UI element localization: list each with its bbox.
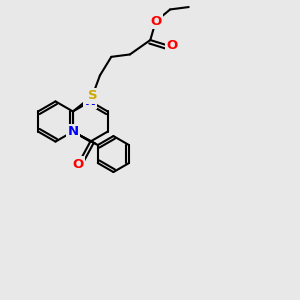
Text: N: N [85, 95, 96, 108]
Text: S: S [88, 89, 97, 102]
Text: O: O [150, 15, 161, 28]
Text: O: O [73, 158, 84, 171]
Text: N: N [67, 125, 79, 138]
Text: O: O [167, 39, 178, 52]
